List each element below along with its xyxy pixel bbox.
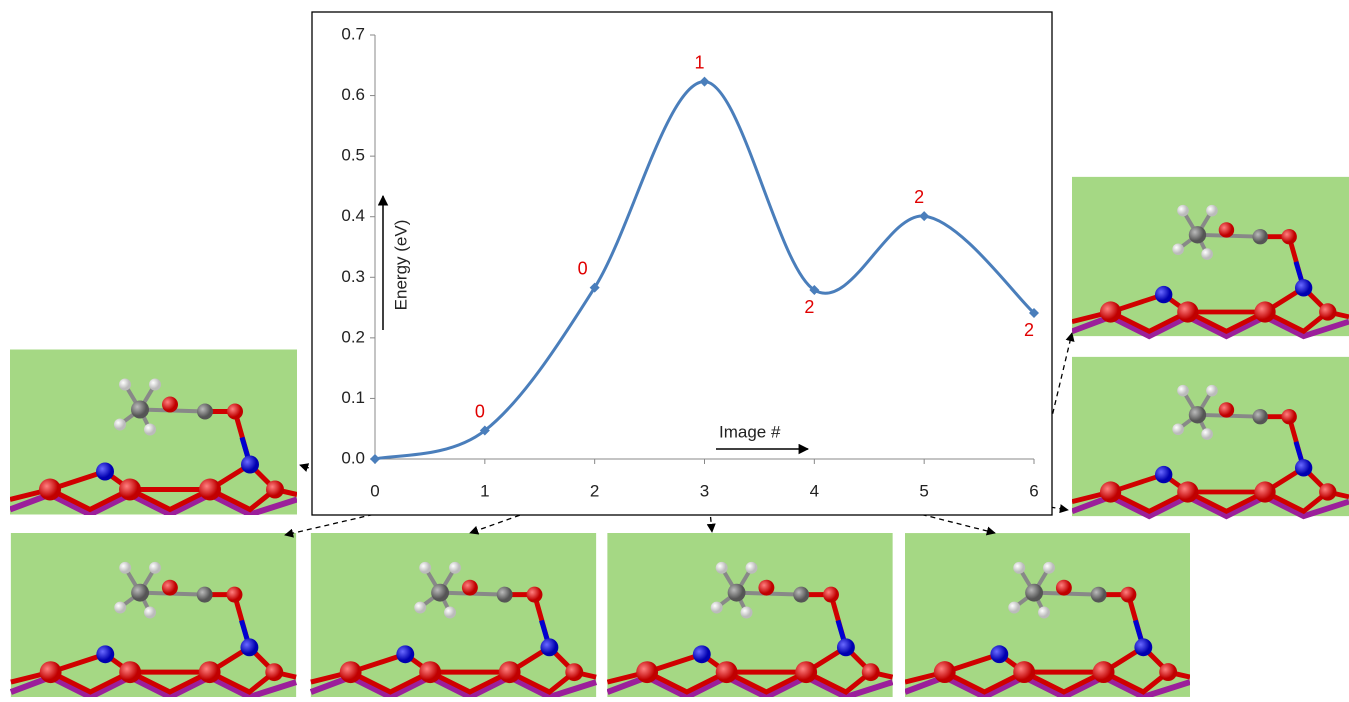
point-label: 2 [804,297,814,317]
y-tick-label: 0.2 [341,327,365,346]
structure-image [905,533,1190,697]
y-tick-label: 0.6 [341,85,365,104]
plot-frame [311,11,1053,516]
x-tick-label: 2 [590,481,599,500]
y-tick-label: 0.4 [341,206,365,225]
data-point [699,76,710,87]
data-point [370,454,380,464]
x-tick-label: 0 [370,481,379,500]
point-label: 2 [1024,320,1034,340]
x-tick-label: 5 [919,481,928,500]
point-label: 1 [694,52,704,72]
x-tick-label: 1 [480,481,489,500]
point-label: 0 [578,258,588,278]
y-tick-label: 0.3 [341,267,365,286]
structure-image [10,350,297,515]
point-label: 2 [914,187,924,207]
x-tick-label: 6 [1029,481,1038,500]
data-point [1029,308,1039,319]
data-point [479,425,490,436]
structure-image [1072,177,1349,336]
structure-image [607,533,892,697]
y-tick-label: 0.1 [341,388,365,407]
data-point [809,285,820,296]
x-axis-label: Image # [719,422,781,441]
data-point [589,282,600,293]
y-tick-label: 0.0 [341,448,365,467]
y-tick-label: 0.7 [341,24,365,43]
structure-image [1072,357,1349,516]
x-tick-label: 4 [810,481,819,500]
structure-image [311,533,596,697]
structure-image [11,533,296,697]
point-label: 0 [475,401,485,421]
data-point [919,211,930,222]
plot: 0.0 0.1 0.2 0.3 0.4 0.5 0.6 0.7 0 1 2 3 4 5 6 0 0 1 2 2 2 [341,24,1039,500]
x-tick-label: 3 [700,481,709,500]
y-axis-label: Energy (eV) [391,220,410,311]
y-tick-label: 0.5 [341,146,365,165]
